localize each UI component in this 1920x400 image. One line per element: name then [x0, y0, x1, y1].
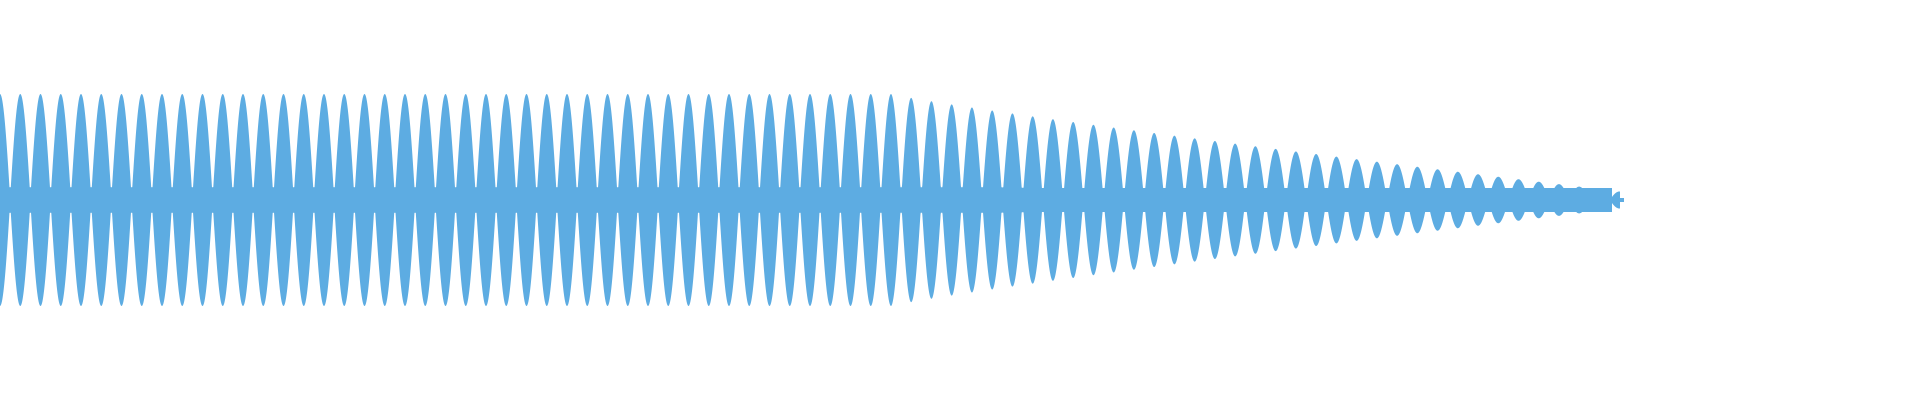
waveform-tail [1610, 198, 1624, 202]
waveform-center-band [0, 188, 1612, 212]
waveform-group [0, 94, 1624, 306]
